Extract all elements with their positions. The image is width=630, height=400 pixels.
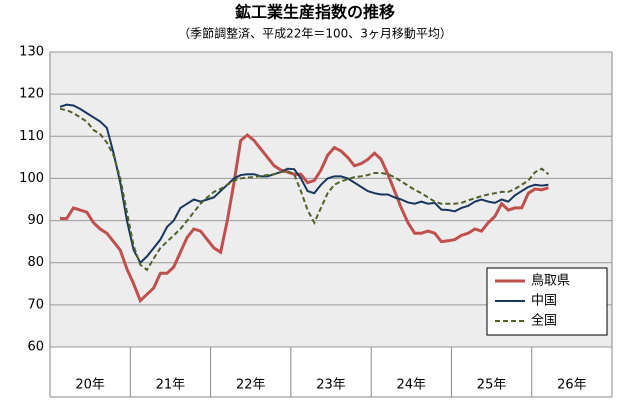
y-tick-label: 130 xyxy=(19,45,44,60)
series-line xyxy=(59,103,549,265)
y-tick-label: 70 xyxy=(27,297,44,312)
y-tick-label: 80 xyxy=(27,255,44,270)
chart-subtitle: （季節調整済、平成22年＝100、3ヶ月移動平均） xyxy=(178,26,452,41)
y-tick-label: 110 xyxy=(19,129,44,144)
y-tick-label: 100 xyxy=(19,171,44,186)
x-tick-label: 24年 xyxy=(397,378,427,393)
x-tick-label: 26年 xyxy=(557,378,587,393)
legend-label: 鳥取県 xyxy=(531,274,570,289)
legend-label: 全国 xyxy=(531,313,557,329)
y-tick-label: 60 xyxy=(27,340,44,355)
x-tick-label: 25年 xyxy=(477,378,507,393)
x-tick-label: 20年 xyxy=(75,378,105,393)
x-tick-label: 22年 xyxy=(236,378,266,393)
x-tick-label: 21年 xyxy=(156,378,186,393)
y-tick-label: 90 xyxy=(27,213,44,228)
series-line xyxy=(60,133,549,304)
x-tick-label: 23年 xyxy=(316,378,346,393)
series-line xyxy=(59,107,550,272)
chart-title: 鉱工業生産指数の推移 xyxy=(235,3,395,22)
y-tick-label: 120 xyxy=(19,87,44,102)
legend-label: 中国 xyxy=(531,294,557,309)
